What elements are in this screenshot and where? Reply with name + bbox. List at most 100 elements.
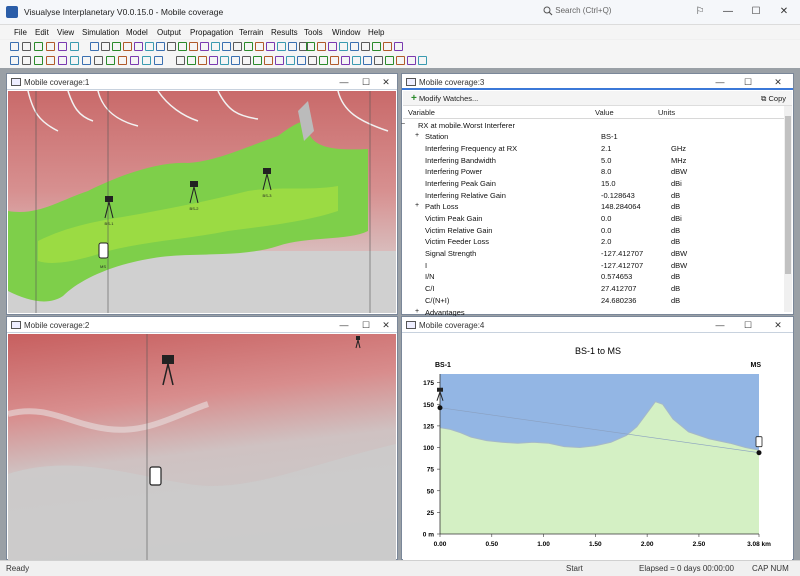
toolbar-button-icon[interactable] [123,42,132,51]
toolbar-button-icon[interactable] [231,56,240,65]
toolbar-button-icon[interactable] [308,56,317,65]
toolbar-button-icon[interactable] [189,42,198,51]
toolbar-button-icon[interactable] [10,42,19,51]
table-row[interactable]: + Advantages [403,306,786,318]
toolbar-button-icon[interactable] [58,42,67,51]
table-row[interactable]: Victim Peak Gain 0.0 dBi [403,213,786,225]
toolbar-button-icon[interactable] [176,56,185,65]
close-button[interactable]: ✕ [774,320,782,330]
menu-edit[interactable]: Edit [35,28,49,37]
toolbar-button-icon[interactable] [118,56,127,65]
toolbar-button-icon[interactable] [220,56,229,65]
table-row[interactable]: Interfering Power 8.0 dBW [403,166,786,178]
toolbar-button-icon[interactable] [200,42,209,51]
toolbar-button-icon[interactable] [58,56,67,65]
menu-results[interactable]: Results [271,28,298,37]
copy-button[interactable]: ⧉ Copy [761,94,786,104]
maximize-button[interactable]: ☐ [361,320,371,330]
toolbar-button-icon[interactable] [34,56,43,65]
toolbar-button-icon[interactable] [112,42,121,51]
profile-window[interactable]: Mobile coverage:4 — ☐ ✕ BS-1 to MS BS-1 … [401,316,794,560]
toolbar-button-icon[interactable] [10,56,19,65]
modify-watches-button[interactable]: + Modify Watches... [411,94,478,104]
table-row[interactable]: Interfering Frequency at RX 2.1 GHz [403,142,786,154]
feedback-icon[interactable]: ⚐ [695,6,705,17]
menu-terrain[interactable]: Terrain [239,28,264,37]
expander-icon[interactable]: − [401,120,406,128]
toolbar-button-icon[interactable] [396,56,405,65]
toolbar-button-icon[interactable] [134,42,143,51]
base-station-icon[interactable] [355,336,361,349]
menu-file[interactable]: File [14,28,27,37]
toolbar-button-icon[interactable] [328,42,337,51]
vertical-scrollbar[interactable] [784,106,792,312]
toolbar-button-icon[interactable] [288,42,297,51]
toolbar-button-icon[interactable] [341,56,350,65]
menu-help[interactable]: Help [368,28,385,37]
toolbar-button-icon[interactable] [154,56,163,65]
toolbar-button-icon[interactable] [394,42,403,51]
table-row[interactable]: Signal Strength -127.412707 dBW [403,248,786,260]
maximize-button[interactable]: ☐ [743,320,753,330]
maximize-button[interactable]: ☐ [751,6,761,17]
base-station-icon[interactable] [104,196,114,219]
expander-icon[interactable]: + [415,307,420,315]
toolbar-button-icon[interactable] [363,56,372,65]
toolbar-button-icon[interactable] [222,42,231,51]
table-row[interactable]: I/N 0.574653 dB [403,271,786,283]
toolbar-button-icon[interactable] [383,42,392,51]
table-row[interactable]: + Path Loss 148.284064 dB [403,201,786,213]
scrollbar-thumb[interactable] [785,116,791,274]
toolbar-button-icon[interactable] [244,42,253,51]
expander-icon[interactable]: + [415,132,420,140]
toolbar-button-icon[interactable] [299,42,308,51]
toolbar-button-icon[interactable] [178,42,187,51]
close-button[interactable]: ✕ [382,320,390,330]
base-station-icon[interactable] [262,168,272,191]
toolbar-button-icon[interactable] [82,56,91,65]
maximize-button[interactable]: ☐ [743,77,753,87]
toolbar-button-icon[interactable] [187,56,196,65]
table-row[interactable]: Interfering Bandwidth 5.0 MHz [403,154,786,166]
toolbar-button-icon[interactable] [361,42,370,51]
toolbar-button-icon[interactable] [211,42,220,51]
expander-icon[interactable]: + [415,202,420,210]
column-header-units[interactable]: Units [658,108,676,117]
table-row[interactable]: Victim Feeder Loss 2.0 dB [403,236,786,248]
menu-model[interactable]: Model [126,28,148,37]
table-row[interactable]: Interfering Peak Gain 15.0 dBi [403,177,786,189]
toolbar-button-icon[interactable] [167,42,176,51]
mobile-station-icon[interactable] [149,466,162,486]
table-row[interactable]: + Station BS-1 [403,131,786,143]
toolbar-button-icon[interactable] [198,56,207,65]
search-box[interactable]: Search (Ctrl+Q) [543,6,673,20]
toolbar-button-icon[interactable] [101,42,110,51]
toolbar-button-icon[interactable] [22,56,31,65]
watch-window[interactable]: Mobile coverage:3 — ☐ ✕ + Modify Watches… [401,73,794,318]
column-header-variable[interactable]: Variable [408,108,435,117]
toolbar-button-icon[interactable] [106,56,115,65]
toolbar-button-icon[interactable] [319,56,328,65]
toolbar-button-icon[interactable] [407,56,416,65]
table-row[interactable]: C/I 27.412707 dB [403,283,786,295]
toolbar-button-icon[interactable] [22,42,31,51]
menu-simulation[interactable]: Simulation [82,28,120,37]
table-row[interactable]: I -127.412707 dBW [403,259,786,271]
table-row[interactable]: Victim Relative Gain 0.0 dB [403,224,786,236]
toolbar-button-icon[interactable] [352,56,361,65]
toolbar-button-icon[interactable] [275,56,284,65]
toolbar-button-icon[interactable] [94,56,103,65]
minimize-button[interactable]: — [715,320,725,330]
toolbar-button-icon[interactable] [142,56,151,65]
menu-window[interactable]: Window [332,28,361,37]
toolbar-button-icon[interactable] [253,56,262,65]
table-row[interactable]: C/(N+I) 24.680236 dB [403,294,786,306]
toolbar-button-icon[interactable] [385,56,394,65]
toolbar-button-icon[interactable] [46,42,55,51]
toolbar-button-icon[interactable] [297,56,306,65]
base-station-icon[interactable] [189,181,199,204]
toolbar-button-icon[interactable] [266,42,275,51]
menu-tools[interactable]: Tools [304,28,323,37]
toolbar-button-icon[interactable] [277,42,286,51]
close-button[interactable]: ✕ [779,6,789,17]
